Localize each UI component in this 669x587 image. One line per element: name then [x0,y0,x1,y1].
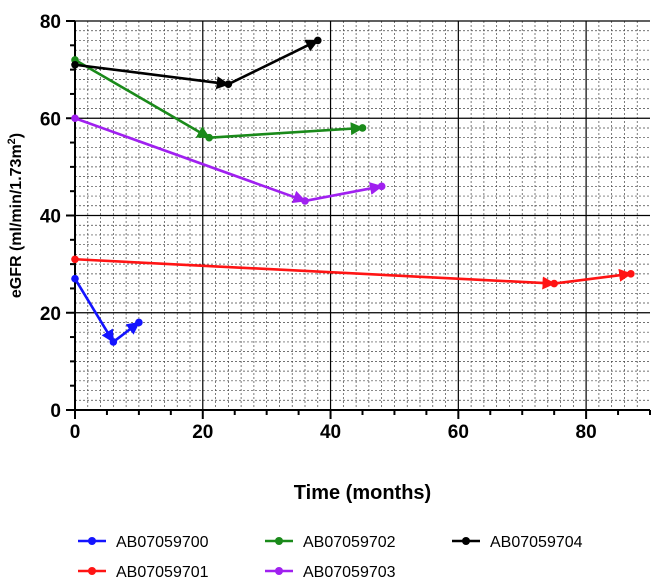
series-segment [304,182,383,203]
x-axis-title: Time (months) [294,482,431,504]
data-point [71,114,79,123]
y-tick-label: 20 [40,304,61,325]
x-tick-label: 0 [70,422,81,443]
legend-item: AB07059700 [78,534,209,551]
series-AB07059701 [71,255,635,290]
data-point [550,279,558,288]
series-segment [74,117,307,204]
data-point [627,270,635,278]
data-point [377,182,386,191]
series-segment [74,58,211,139]
data-point [135,318,143,327]
legend-item: AB07059702 [265,534,396,551]
series-AB07059702 [71,56,367,142]
x-tick-label: 80 [576,422,597,443]
series-AB07059700 [71,274,143,346]
legend-swatch-marker [88,567,96,575]
legend-swatch-marker [88,537,96,545]
data-point [224,80,233,89]
data-point [71,274,79,283]
grid [75,20,650,410]
y-axis-title-close: ) [8,133,25,138]
legend: AB07059700 AB07059701 AB07059702 AB07059703… [78,534,583,581]
x-tick-label: 60 [448,422,469,443]
legend-item: AB07059703 [265,564,396,581]
data-point [205,133,213,142]
y-tick-label: 40 [40,207,61,228]
legend-swatch-marker [462,537,470,545]
data-point [301,197,309,205]
y-tick-label: 0 [50,401,61,422]
y-tick-label: 60 [40,109,61,130]
x-tick-label: 40 [320,422,341,443]
legend-item: AB07059701 [78,564,209,581]
y-tick-label: 80 [40,12,61,33]
data-point [313,36,322,45]
legend-label: AB07059700 [116,534,209,551]
series-group [71,36,635,346]
x-tick-label: 20 [192,422,213,443]
y-axis-title-main: eGFR (ml/min/1.73m [8,144,25,298]
series-segment [74,257,556,290]
data-point [109,338,118,346]
legend-item: AB07059704 [452,534,583,551]
series-segment [227,39,319,86]
data-point [358,124,367,132]
series-AB07059704 [71,36,322,90]
series-segment [209,122,364,139]
y-axis-title: eGFR (ml/min/1.73m2) [6,133,25,298]
data-point [71,60,79,69]
series-segment [554,268,633,285]
axes: 0 20 40 60 80 0 20 40 60 80 Time (months) eGFR (ml/… [6,12,651,504]
series-segment [74,63,230,90]
series-segment [73,278,115,344]
legend-label: AB07059702 [303,534,396,551]
data-point [71,255,79,264]
series-segment [112,321,140,343]
legend-label: AB07059701 [116,564,209,581]
y-axis-title-sup: 2 [6,138,18,144]
legend-swatch-marker [275,567,283,575]
legend-label: AB07059704 [490,534,583,551]
legend-label: AB07059703 [303,564,396,581]
series-AB07059703 [71,114,386,205]
legend-swatch-marker [275,537,283,545]
